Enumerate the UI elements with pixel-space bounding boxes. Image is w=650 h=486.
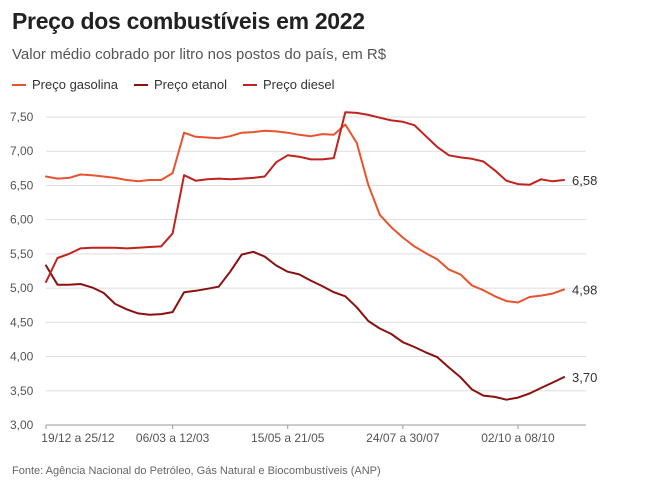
chart-subtitle: Valor médio cobrado por litro nos postos… bbox=[12, 46, 387, 63]
series-line-diesel bbox=[45, 111, 565, 283]
legend-swatch-etanol bbox=[134, 83, 148, 86]
legend-label-etanol: Preço etanol bbox=[154, 77, 227, 92]
legend-item-gasolina: Preço gasolina bbox=[12, 77, 118, 92]
legend-label-diesel: Preço diesel bbox=[263, 77, 335, 92]
y-tick-label: 6,50 bbox=[10, 178, 34, 192]
series-line-etanol bbox=[45, 250, 565, 401]
source-note: Fonte: Agência Nacional do Petróleo, Gás… bbox=[12, 465, 381, 477]
chart-title: Preço dos combustíveis em 2022 bbox=[12, 8, 365, 34]
series-line-gasolina bbox=[45, 123, 565, 304]
end-label-diesel: 6,58 bbox=[572, 173, 597, 188]
legend-swatch-diesel bbox=[243, 83, 257, 86]
x-tick-label: 02/10 a 08/10 bbox=[481, 431, 555, 445]
legend-item-diesel: Preço diesel bbox=[243, 77, 335, 92]
x-tick-label: 15/05 a 21/05 bbox=[251, 431, 325, 445]
y-tick-label: 3,50 bbox=[10, 384, 34, 398]
x-tick-label: 24/07 a 30/07 bbox=[366, 431, 440, 445]
legend-item-etanol: Preço etanol bbox=[134, 77, 227, 92]
y-tick-label: 3,00 bbox=[10, 418, 34, 432]
y-tick-label: 5,00 bbox=[10, 281, 34, 295]
x-tick-label: 06/03 a 12/03 bbox=[136, 431, 210, 445]
y-tick-label: 4,50 bbox=[10, 315, 34, 329]
y-tick-label: 6,00 bbox=[10, 213, 34, 227]
y-tick-label: 7,00 bbox=[10, 144, 34, 158]
legend-label-gasolina: Preço gasolina bbox=[32, 77, 118, 92]
legend: Preço gasolina Preço etanol Preço diesel bbox=[12, 77, 335, 92]
y-tick-label: 4,00 bbox=[10, 350, 34, 364]
x-tick-label: 19/12 a 25/12 bbox=[41, 431, 115, 445]
end-label-etanol: 3,70 bbox=[572, 370, 597, 385]
legend-swatch-gasolina bbox=[12, 83, 26, 86]
end-label-gasolina: 4,98 bbox=[572, 282, 597, 297]
y-tick-label: 5,50 bbox=[10, 247, 34, 261]
y-tick-label: 7,50 bbox=[10, 110, 34, 124]
